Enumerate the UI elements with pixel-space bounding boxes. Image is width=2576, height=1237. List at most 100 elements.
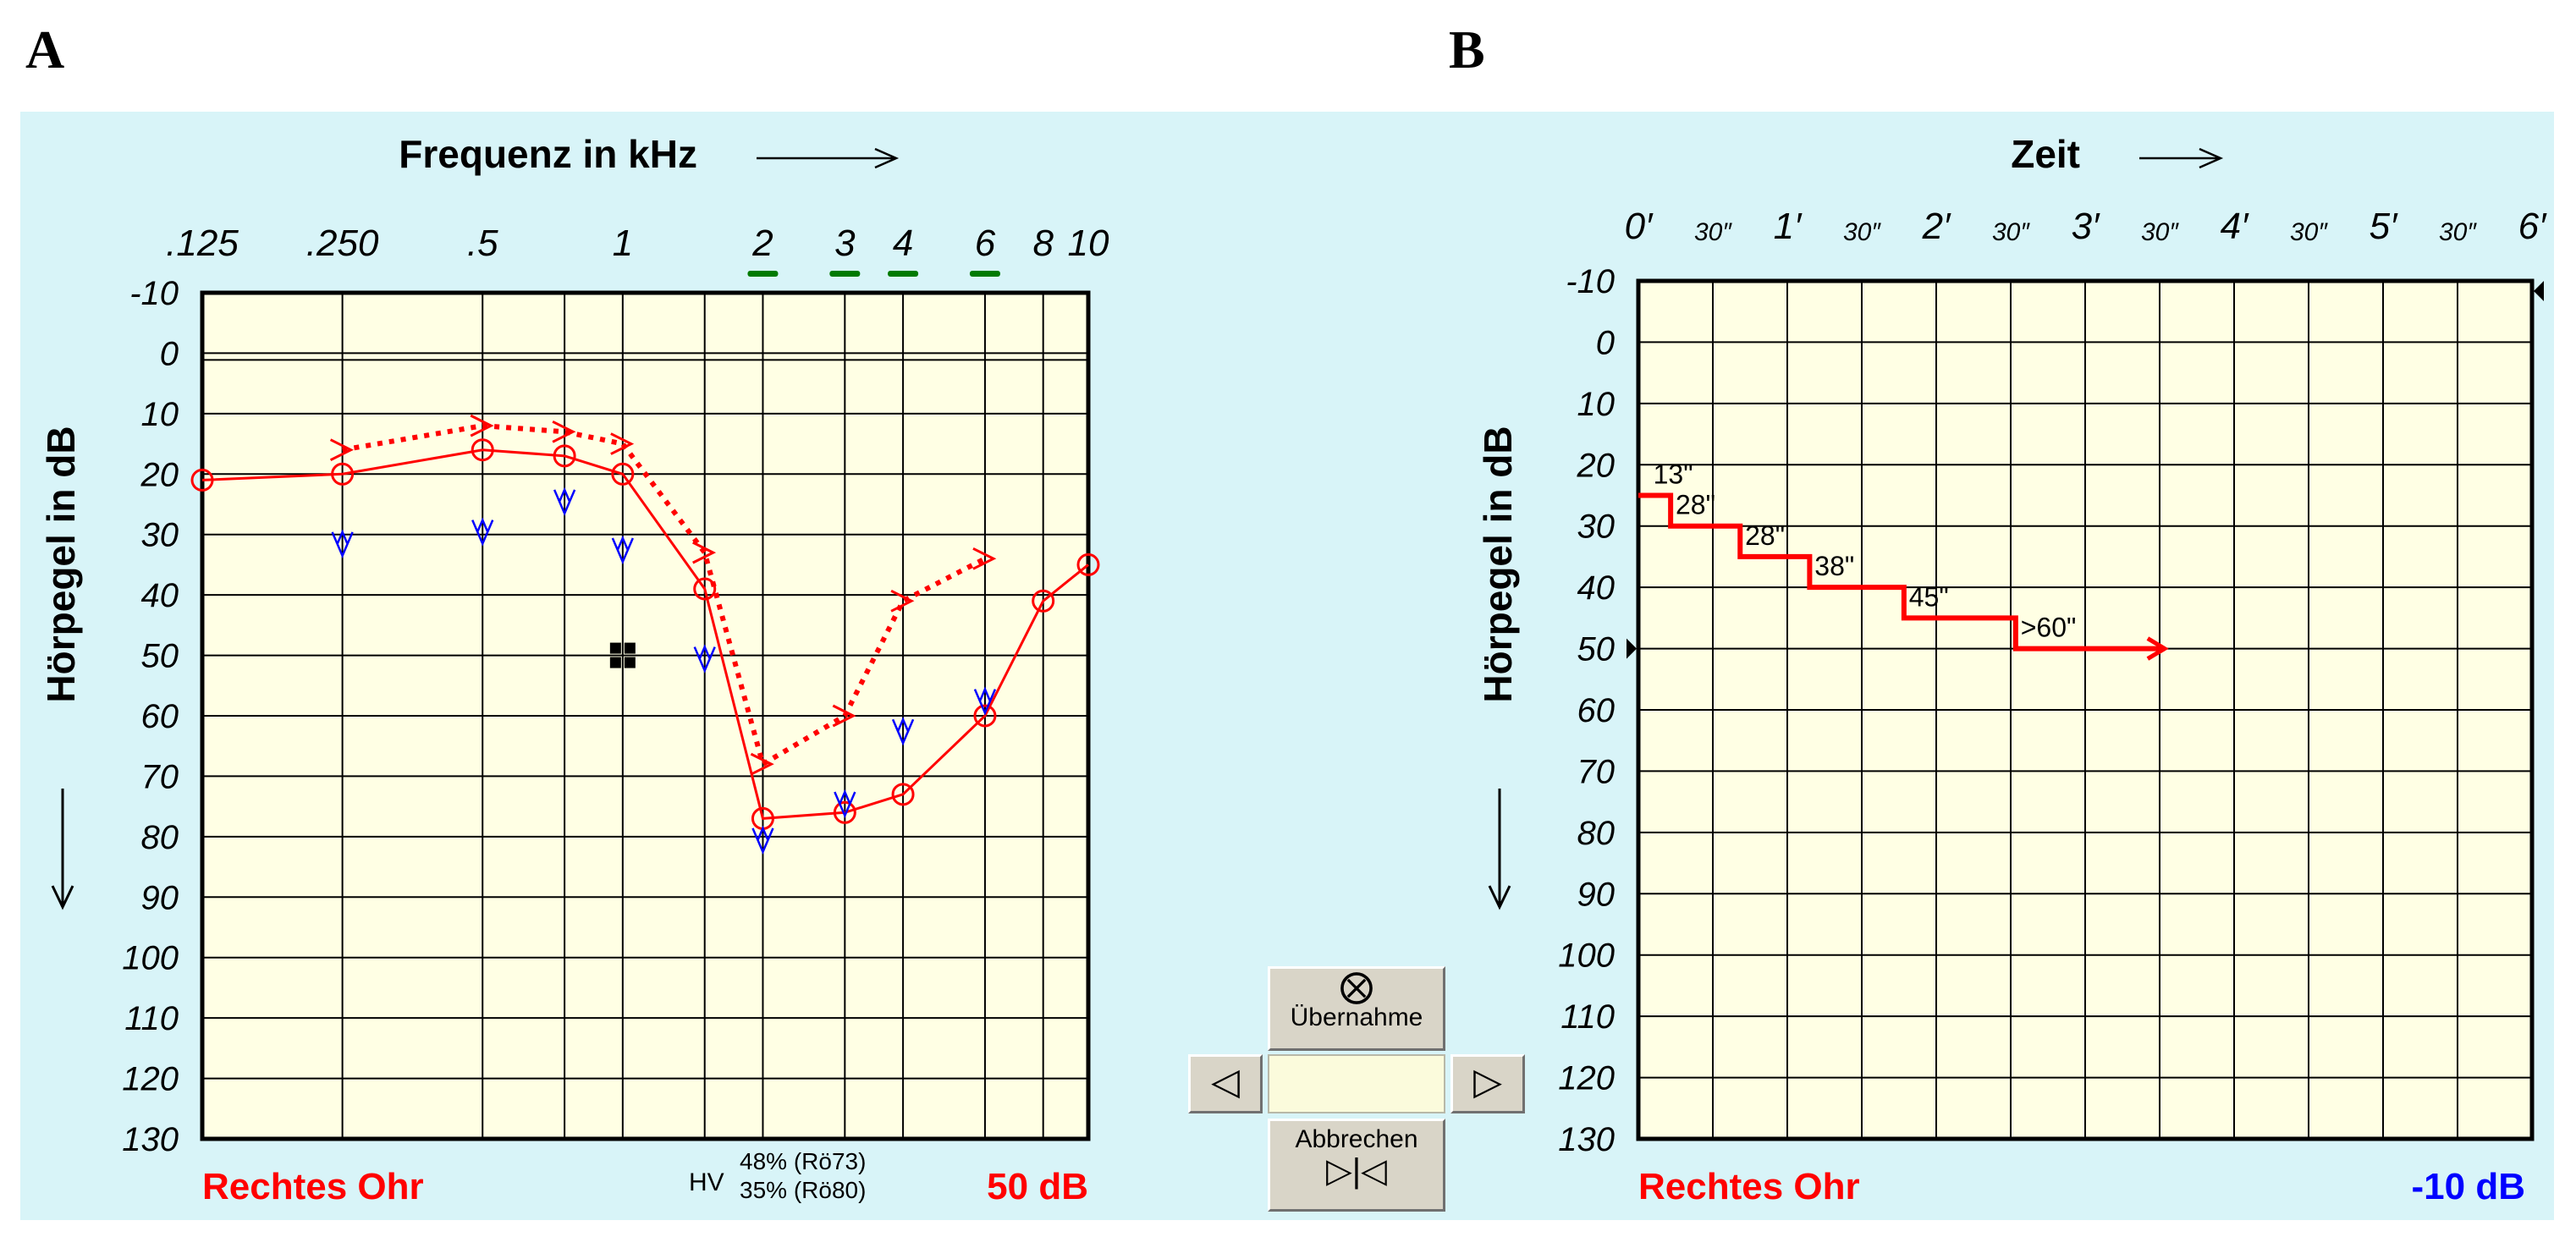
x-tick-label: 30″ <box>1992 218 2030 246</box>
x-axis-arrow <box>2139 147 2224 169</box>
x-tick-label: 3 <box>834 223 856 264</box>
y-tick-label: 100 <box>1558 937 1615 975</box>
air-conduction-point <box>471 438 494 462</box>
y-tick-label: 100 <box>122 940 179 977</box>
discomfort-level-point <box>470 414 494 437</box>
y-tick-label: 60 <box>141 698 179 735</box>
step-duration-label: 45" <box>1909 581 1949 612</box>
top-right-marker <box>2534 281 2544 301</box>
y-tick-label: 50 <box>141 638 179 675</box>
discomfort-level-point <box>972 547 997 570</box>
x-tick-label: 10 <box>1068 223 1109 264</box>
air-conduction-point <box>833 800 856 824</box>
y-tick-label: 80 <box>1577 815 1616 852</box>
masking-point-cell <box>609 657 621 668</box>
audiogram-frame <box>200 290 1091 1141</box>
bone-conduction-point <box>751 825 774 855</box>
y-tick-label: 10 <box>1577 386 1616 423</box>
y-tick-label: 40 <box>1577 569 1616 607</box>
y-tick-label: 20 <box>1577 447 1616 484</box>
x-tick-label: .250 <box>306 223 379 264</box>
discomfort-level-point <box>329 438 354 462</box>
y-tick-label: 90 <box>1577 876 1616 913</box>
x-tick-label: 30″ <box>1843 218 1881 246</box>
y-tick-label: 80 <box>141 819 179 856</box>
next-button[interactable]: ▷ <box>1450 1054 1525 1113</box>
y-tick-label: 30 <box>141 517 179 554</box>
tick-underline <box>747 271 779 277</box>
panel-label-a: A <box>25 19 65 80</box>
y-tick-label: -10 <box>1566 263 1615 300</box>
step-duration-label: 28" <box>1676 490 1715 520</box>
y-tick-label: 110 <box>1560 998 1615 1036</box>
masking-point-cell <box>624 657 636 668</box>
level-readout: -10 dB <box>2412 1166 2525 1207</box>
y-tick-label: 0 <box>1596 324 1615 361</box>
discomfort-level-line <box>342 423 987 768</box>
y-axis-title: Hörpegel in dB <box>39 426 83 702</box>
y-tick-label: 110 <box>124 1000 179 1037</box>
chevron-left-icon: ◁ <box>1211 1061 1240 1102</box>
bone-conduction-point <box>553 487 576 517</box>
y-tick-label: 60 <box>1577 692 1616 729</box>
air-conduction-point <box>331 462 355 486</box>
air-conduction-point <box>973 704 997 728</box>
air-conduction-point <box>611 462 635 486</box>
air-conduction-point <box>891 783 915 806</box>
x-tick-label: 0′ <box>1625 206 1654 247</box>
previous-button[interactable]: ◁ <box>1188 1054 1263 1113</box>
x-tick-label: 30″ <box>2439 218 2477 246</box>
audiometer-window: -10 0 10 20 30 40 50 60 70 80 90 100 110 120 130.125.2… <box>20 112 2554 1220</box>
hv-value: 35% (Rö80) <box>740 1177 866 1203</box>
x-tick-label: 2′ <box>1922 206 1951 247</box>
y-tick-label: 50 <box>1577 631 1616 668</box>
air-conduction-point <box>190 468 214 492</box>
hv-label: HV <box>689 1168 724 1196</box>
x-tick-label: 30″ <box>1694 218 1732 246</box>
bone-conduction-point <box>611 535 634 565</box>
y-tick-label: 130 <box>1558 1121 1615 1158</box>
tone-decay-frame <box>1636 278 2535 1141</box>
x-tick-label: 3′ <box>2072 206 2100 247</box>
step-duration-label: 38" <box>1814 551 1854 581</box>
y-tick-label: 70 <box>1577 753 1616 790</box>
x-tick-label: 6 <box>975 223 996 264</box>
y-tick-label: 70 <box>141 758 179 795</box>
x-axis-title: Zeit <box>2011 132 2080 176</box>
discomfort-level-point <box>552 420 576 443</box>
x-tick-label: 1′ <box>1774 206 1803 247</box>
step-duration-label: >60" <box>2021 613 2077 643</box>
x-tick-label: 1 <box>613 223 633 264</box>
air-conduction-point <box>1032 589 1055 613</box>
bone-conduction-point <box>331 529 354 559</box>
accept-label: Übernahme <box>1290 1003 1423 1031</box>
cancel-button[interactable]: Abbrechen ▷|◁ <box>1268 1119 1445 1212</box>
y-tick-label: -10 <box>129 275 179 312</box>
x-tick-label: 30″ <box>2141 218 2179 246</box>
discomfort-level-point <box>890 589 915 613</box>
bone-conduction-point <box>973 686 997 716</box>
x-tick-label: 4 <box>893 223 913 264</box>
value-field[interactable] <box>1268 1054 1445 1113</box>
ear-label: Rechtes Ohr <box>202 1166 424 1207</box>
tick-underline <box>969 271 1000 277</box>
bone-conduction-point <box>891 717 915 746</box>
tick-underline <box>888 271 919 277</box>
y-tick-label: 0 <box>160 335 179 372</box>
tone-decay-chart: -10 0 10 20 30 40 50 60 70 80 90 100 110 120 130 0′ 30″ 1… <box>1476 132 2547 1207</box>
ear-label: Rechtes Ohr <box>1638 1166 1860 1207</box>
x-tick-label: .125 <box>166 223 239 264</box>
air-conduction-point <box>553 444 576 468</box>
y-tick-label: 20 <box>140 456 179 493</box>
y-tick-label: 130 <box>122 1121 179 1158</box>
discomfort-level-point <box>692 541 717 564</box>
accept-button[interactable]: ⨂ Übernahme <box>1268 966 1445 1051</box>
x-tick-label: 4′ <box>2221 206 2249 247</box>
y-axis-title: Hörpegel in dB <box>1476 426 1520 702</box>
x-tick-label: 30″ <box>2290 218 2328 246</box>
audiogram-chart: -100102030405060708090100110120130.125.2… <box>39 132 1109 1207</box>
x-axis-title: Frequenz in kHz <box>399 132 697 176</box>
chevron-right-icon: ▷ <box>1473 1061 1502 1102</box>
panel-label-b: B <box>1449 19 1485 80</box>
discomfort-level-point <box>750 752 774 776</box>
